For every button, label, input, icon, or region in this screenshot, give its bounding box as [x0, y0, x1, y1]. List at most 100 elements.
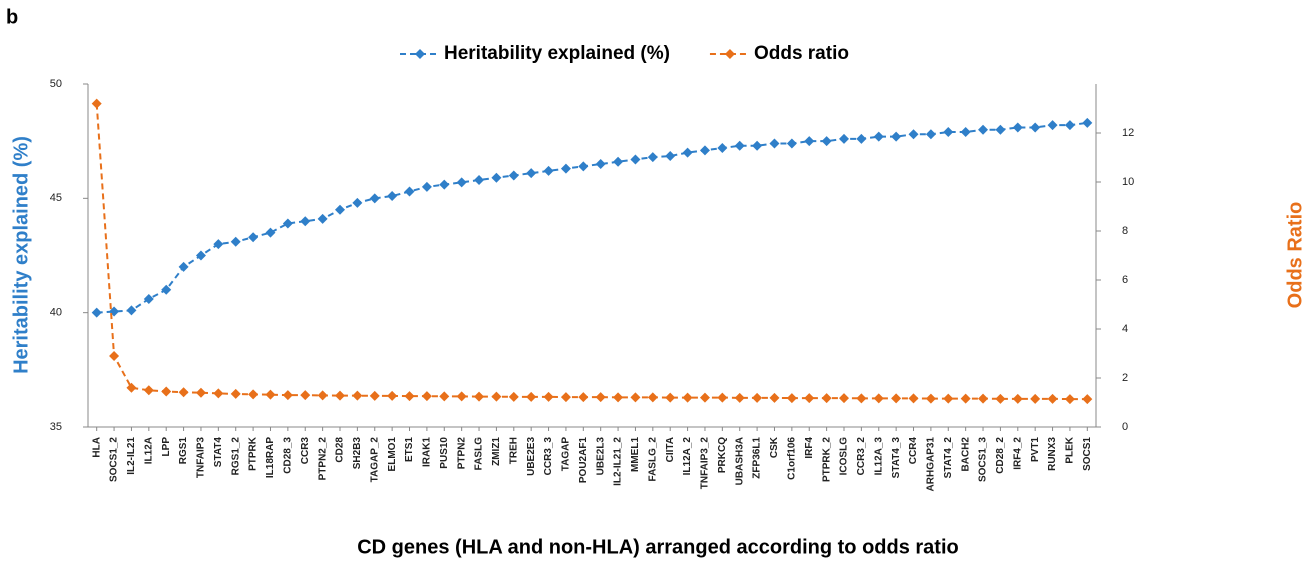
- y-tick-label: 50: [50, 78, 62, 90]
- x-tick-label: FASLG: [474, 437, 485, 471]
- panel-label: b: [6, 6, 18, 28]
- point: [873, 393, 884, 404]
- point: [178, 261, 189, 272]
- x-tick-label: CIITA: [665, 437, 676, 462]
- series-line: [95, 103, 1088, 401]
- y-tick-label: 45: [50, 192, 62, 204]
- x-tick-label: CCR3_2: [856, 437, 867, 476]
- point: [856, 393, 867, 404]
- point: [578, 161, 589, 172]
- point: [908, 393, 919, 404]
- point: [786, 138, 797, 149]
- legend-marker: [415, 49, 425, 59]
- x-tick-label: ICOSLG: [839, 437, 850, 476]
- y2-tick-label: 8: [1122, 225, 1128, 237]
- point: [560, 392, 571, 403]
- point: [1082, 394, 1093, 405]
- x-tick-label: IL12A_2: [682, 437, 693, 476]
- point: [769, 392, 780, 403]
- point: [1082, 117, 1093, 128]
- x-tick-label: IL18RAP: [265, 437, 276, 478]
- x-tick-label: UBE2E3: [526, 437, 537, 476]
- x-tick-label: CCR3_3: [543, 437, 554, 476]
- point: [978, 393, 989, 404]
- point: [439, 179, 450, 190]
- x-tick-label: PUS10: [439, 437, 450, 469]
- point: [804, 393, 815, 404]
- point: [213, 239, 224, 250]
- point: [404, 391, 415, 402]
- series-line: [96, 121, 1088, 314]
- y2-tick-label: 10: [1122, 176, 1134, 188]
- point: [769, 138, 780, 149]
- point: [526, 168, 537, 179]
- point: [925, 129, 936, 140]
- point: [1064, 120, 1075, 131]
- point: [699, 145, 710, 156]
- point: [421, 391, 432, 402]
- point: [491, 172, 502, 183]
- point: [230, 388, 241, 399]
- x-tick-label: SH2B3: [352, 437, 363, 470]
- x-tick-label: PTPRK: [248, 436, 259, 471]
- point: [369, 193, 380, 204]
- point: [543, 165, 554, 176]
- point: [978, 124, 989, 135]
- point: [995, 393, 1006, 404]
- x-tick-label: MMEL1: [630, 437, 641, 472]
- point: [734, 392, 745, 403]
- point: [630, 154, 641, 165]
- x-tick-label: IRF4_2: [1012, 437, 1023, 470]
- point: [248, 389, 259, 400]
- x-tick-label: FASLG_2: [647, 437, 658, 482]
- point: [265, 389, 276, 400]
- x-tick-label: C1orf106: [787, 437, 798, 480]
- point: [335, 204, 345, 215]
- point: [839, 133, 849, 144]
- point: [300, 390, 311, 401]
- point: [248, 232, 259, 243]
- point: [230, 236, 241, 247]
- x-tick-label: UBE2L3: [595, 437, 606, 476]
- point: [474, 391, 485, 402]
- x-tick-label: IL12A_3: [873, 437, 884, 476]
- point: [891, 131, 902, 142]
- point: [891, 393, 902, 404]
- x-tick-label: SOCS1_3: [978, 437, 989, 482]
- point: [387, 191, 398, 202]
- legend-label: Odds ratio: [754, 43, 849, 64]
- point: [1047, 393, 1058, 404]
- point: [647, 392, 658, 403]
- point: [647, 152, 658, 163]
- point: [578, 392, 589, 403]
- point: [682, 392, 693, 403]
- point: [856, 133, 867, 144]
- y2-tick-label: 2: [1122, 372, 1128, 384]
- x-tick-label: RGS1_2: [230, 437, 241, 476]
- point: [560, 163, 571, 174]
- point: [804, 136, 815, 147]
- x-tick-label: IL2-IL21: [126, 437, 137, 475]
- point: [543, 391, 554, 402]
- y-axis-label: Heritability explained (%): [10, 136, 32, 374]
- point: [317, 213, 328, 224]
- x-tick-label: SOCS1_2: [109, 437, 120, 482]
- x-tick-label: PVT1: [1030, 437, 1041, 462]
- y-tick-label: 35: [50, 421, 62, 433]
- point: [1012, 393, 1023, 404]
- x-tick-label: POU2AF1: [578, 437, 589, 484]
- point: [439, 391, 450, 402]
- point: [943, 393, 954, 404]
- x-tick-label: HLA: [91, 437, 102, 458]
- legend-marker: [724, 49, 735, 59]
- point: [282, 218, 293, 229]
- point: [404, 186, 415, 197]
- x-axis-label: CD genes (HLA and non-HLA) arranged acco…: [357, 536, 959, 558]
- point: [526, 391, 537, 402]
- x-tick-label: ZMIZ1: [491, 437, 502, 466]
- x-tick-label: RUNX3: [1047, 437, 1058, 471]
- x-tick-label: PLEK: [1065, 436, 1076, 463]
- point: [613, 392, 624, 403]
- x-tick-label: PTPN2: [456, 437, 467, 470]
- point: [335, 390, 345, 401]
